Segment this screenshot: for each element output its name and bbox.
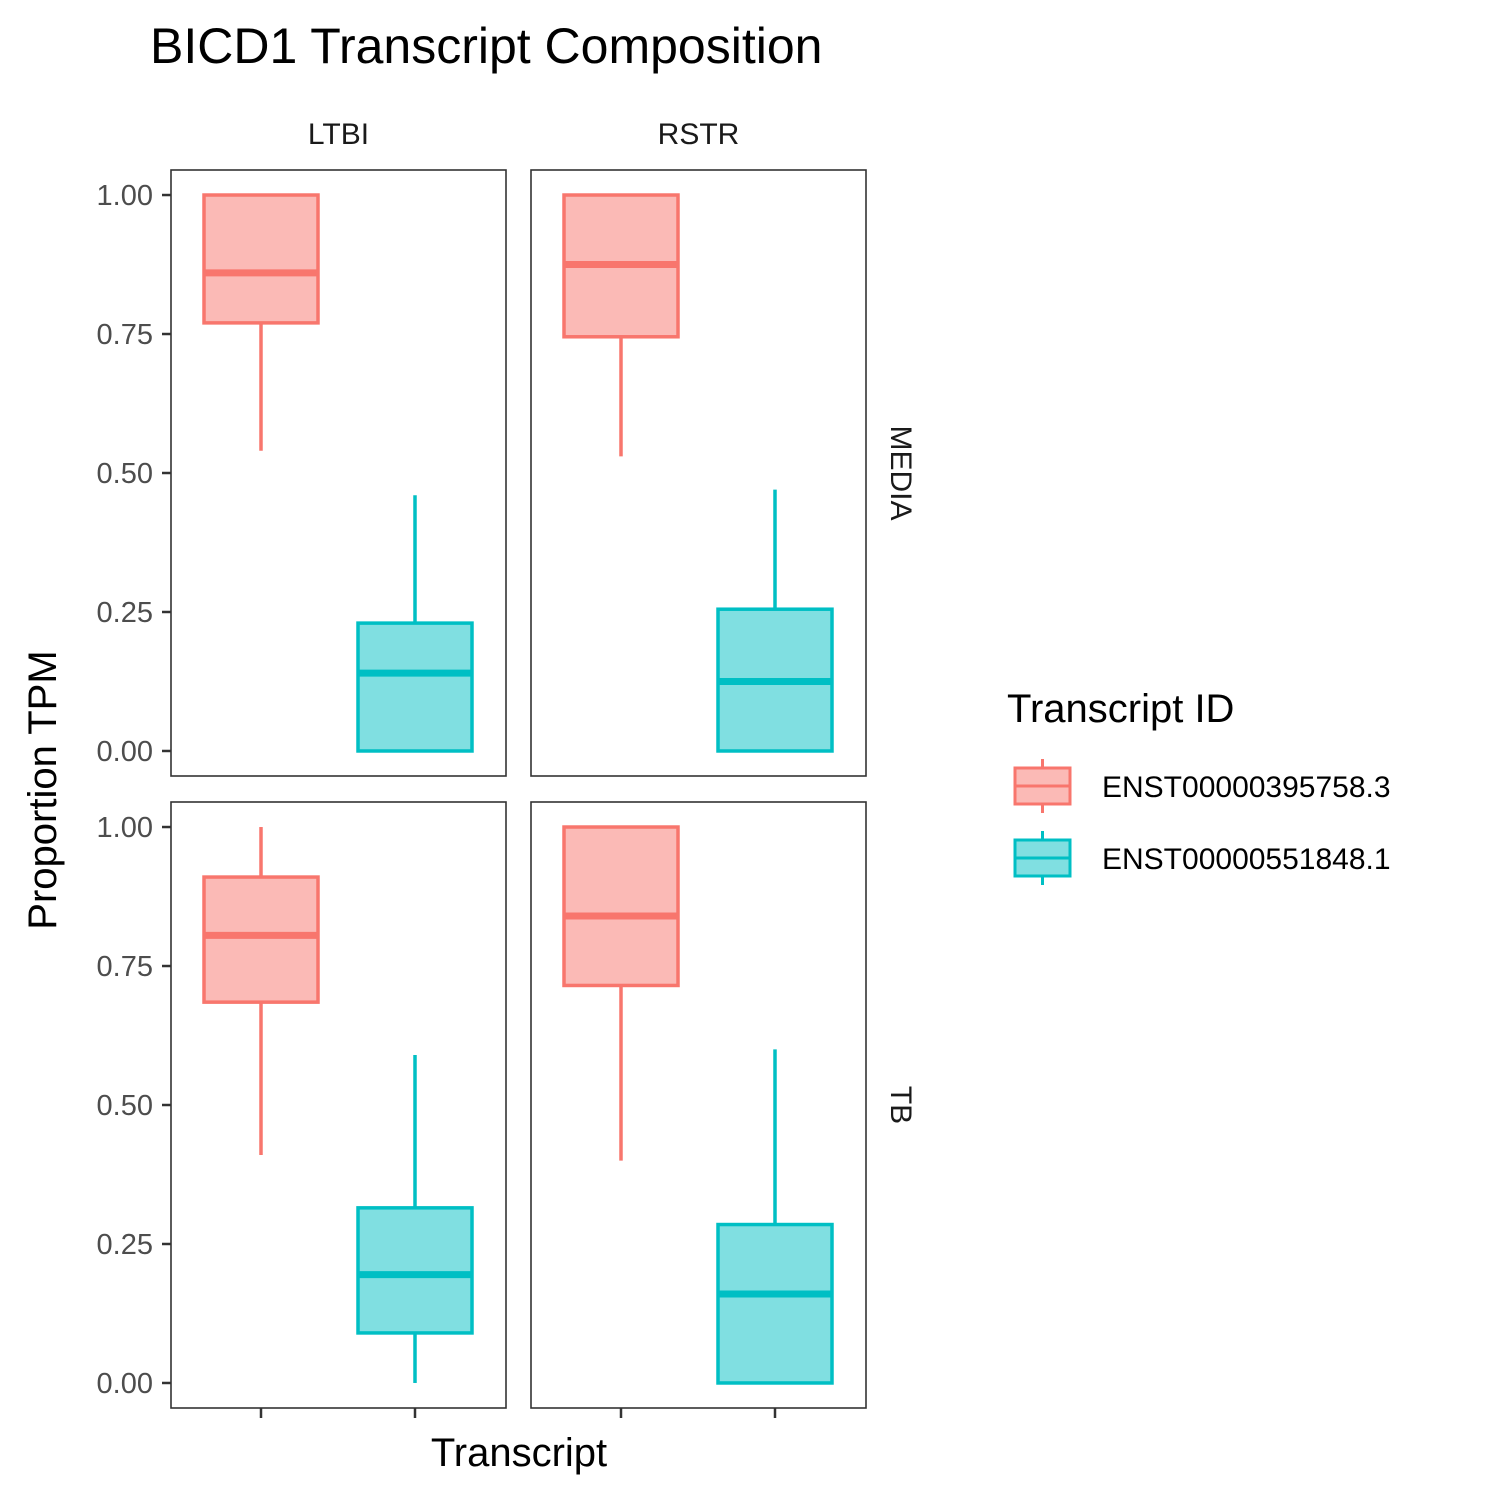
box-iqr <box>356 621 474 753</box>
panel-ltbi-tb: 0.00 0.25 0.50 0.75 1.00 <box>97 801 507 1418</box>
y-tick-label: 0.50 <box>97 1090 153 1122</box>
y-axis-title: Proportion TPM <box>21 650 65 929</box>
box-enst00000551848-1 <box>716 1049 834 1385</box>
legend-label-enst00000395758-3: ENST00000395758.3 <box>1102 771 1391 804</box>
box-enst00000395758-3 <box>562 825 680 1161</box>
y-tick-label: 0.75 <box>97 319 153 351</box>
panel-ltbi-media: 0.00 0.25 0.50 0.75 1.00 <box>97 169 507 777</box>
y-tick-label: 1.00 <box>97 180 153 212</box>
facet-strip-tb: TB <box>884 1086 917 1124</box>
facet-panels: LTBI RSTRMEDIATB0.000.250.500.751.000.000… <box>97 118 917 1418</box>
y-tick-label: 0.00 <box>97 1368 153 1400</box>
y-tick-label: 0.00 <box>97 736 153 768</box>
legend-key-enst00000551848-1 <box>1013 831 1072 885</box>
box-enst00000395758-3 <box>202 827 320 1156</box>
box-iqr <box>202 193 320 325</box>
y-tick-label: 0.75 <box>97 951 153 983</box>
legend-key-enst00000395758-3 <box>1013 759 1072 813</box>
y-tick-label: 0.25 <box>97 1229 153 1261</box>
box-enst00000551848-1 <box>356 495 474 753</box>
legend-title: Transcript ID <box>1007 687 1234 731</box>
facet-strip-media: MEDIA <box>884 425 917 520</box>
box-enst00000551848-1 <box>356 1054 474 1383</box>
facet-strip-ltbi: LTBI <box>308 118 369 151</box>
box-iqr <box>716 1222 834 1385</box>
y-tick-label: 0.50 <box>97 458 153 490</box>
legend: Transcript ID ENST00000395758.3 ENST00000… <box>1007 687 1391 885</box>
box-enst00000551848-1 <box>716 489 834 753</box>
box-iqr <box>202 875 320 1004</box>
box-iqr <box>356 1206 474 1335</box>
y-tick-label: 1.00 <box>97 812 153 844</box>
box-enst00000395758-3 <box>562 193 680 457</box>
y-tick-label: 0.25 <box>97 597 153 629</box>
box-enst00000395758-3 <box>202 193 320 451</box>
box-iqr <box>562 825 680 988</box>
panel-rstr-tb <box>530 801 867 1418</box>
legend-label-enst00000551848-1: ENST00000551848.1 <box>1102 843 1391 876</box>
panel-rstr-media <box>530 169 867 777</box>
x-axis-title: Transcript <box>431 1431 607 1475</box>
chart-title: BICD1 Transcript Composition <box>150 18 822 74</box>
facet-strip-rstr: RSTR <box>658 118 740 151</box>
